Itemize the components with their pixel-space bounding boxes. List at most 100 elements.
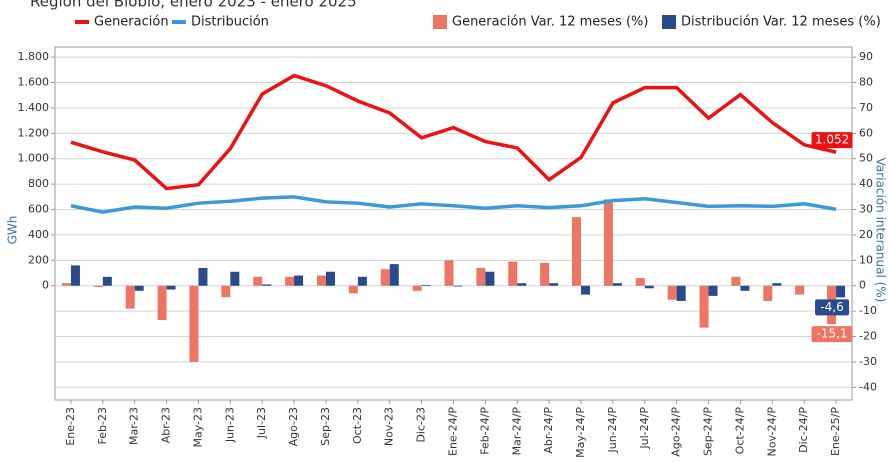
bar (836, 285, 846, 298)
bar (380, 269, 390, 286)
bar (198, 267, 208, 286)
y-tick-label: 200 (28, 253, 49, 266)
line (70, 73, 837, 191)
legend-label: Distribución Var. 12 meses (%) (681, 15, 881, 30)
x-tick-label: Jun-24/P (606, 407, 619, 454)
bar (93, 285, 103, 287)
x-tick-label: Sep-23 (319, 407, 332, 446)
bar (285, 276, 295, 286)
x-tick-label: Dic-23 (415, 407, 428, 443)
y-tick-label: 1.600 (18, 76, 50, 89)
y-tick-label: 1.000 (18, 152, 50, 165)
x-tick-label: Ene-25/P (829, 407, 842, 456)
value-label: 1.052 (815, 133, 849, 147)
bar (740, 285, 750, 291)
x-tick-label: Jun-23 (223, 407, 236, 443)
x-tick-label: Sep-24/P (702, 407, 715, 456)
y-tick-label: 800 (28, 177, 49, 190)
x-tick-label: Dic-24/P (797, 407, 810, 453)
bar (70, 265, 80, 286)
bar (612, 283, 622, 286)
y-axis-label: GWh (6, 216, 20, 245)
legend-swatch (662, 15, 676, 29)
x-tick-label: Ene-23 (64, 407, 77, 446)
bar (485, 271, 495, 286)
bar (389, 264, 399, 286)
bar (262, 284, 272, 286)
bar (61, 283, 71, 286)
y2-tick-label: -20 (859, 330, 877, 343)
line (70, 195, 837, 214)
bar (253, 276, 263, 286)
bar (517, 283, 527, 286)
bar (549, 283, 559, 286)
y2-tick-label: -10 (859, 304, 877, 317)
bar (134, 285, 144, 291)
y-tick-label: 1.400 (18, 101, 50, 114)
legend-label: Distribución (191, 15, 269, 30)
bar (572, 217, 582, 286)
bar (676, 285, 686, 301)
bar (316, 275, 326, 286)
legend-label: Generación Var. 12 meses (%) (452, 15, 648, 30)
x-tick-label: Abr-24/P (542, 407, 555, 454)
value-label-box (815, 299, 850, 316)
y2-tick-label: 20 (859, 228, 873, 241)
x-tick-label: May-24/P (574, 407, 587, 458)
legend-swatch (433, 15, 447, 29)
x-tick-label: Nov-24/P (765, 407, 778, 457)
y2-axis-label: Variación interanual (%) (874, 158, 888, 303)
y2-tick-label: -30 (859, 355, 877, 368)
x-tick-label: Ene-24/P (447, 407, 460, 456)
bar (772, 283, 782, 286)
bar (476, 267, 486, 286)
bar (603, 199, 613, 286)
value-label-box (811, 326, 853, 343)
y2-tick-label: 30 (859, 203, 873, 216)
x-tick-label: Feb-24/P (478, 407, 491, 455)
x-tick-label: Mar-23 (128, 407, 141, 445)
bar (795, 285, 805, 295)
x-tick-label: May-23 (191, 407, 204, 448)
bar (189, 285, 199, 362)
y2-tick-label: 0 (859, 279, 866, 292)
y2-tick-label: 90 (859, 50, 873, 63)
y2-tick-label: -40 (859, 380, 877, 393)
y2-tick-label: 40 (859, 177, 873, 190)
bar (348, 285, 358, 294)
bar (221, 285, 231, 298)
y-tick-label: 400 (28, 228, 49, 241)
x-tick-label: Ago-23 (287, 407, 300, 446)
bar (294, 275, 304, 286)
y2-tick-label: 10 (859, 253, 873, 266)
bar (540, 262, 550, 286)
bar (731, 276, 741, 286)
bar (230, 271, 240, 286)
bar (508, 261, 518, 286)
bar (102, 276, 112, 286)
bar (166, 285, 176, 290)
bar (444, 260, 454, 286)
x-tick-label: Jul-24/P (638, 407, 651, 450)
value-label: -15,1 (817, 327, 848, 341)
x-tick-label: Nov-23 (383, 407, 396, 446)
bar (157, 285, 167, 321)
bar (125, 285, 135, 309)
y2-tick-label: 80 (859, 76, 873, 89)
x-tick-label: Feb-23 (96, 407, 109, 444)
bar (453, 285, 463, 287)
bar (644, 285, 654, 289)
value-label-box (811, 132, 853, 149)
y-tick-label: 600 (28, 203, 49, 216)
bar (357, 276, 367, 286)
chart-title: Región del Biobío, enero 2023 - enero 20… (30, 0, 357, 11)
bar (667, 285, 677, 300)
y-tick-label: 0 (42, 279, 49, 292)
x-tick-label: Abr-23 (160, 407, 173, 443)
bar (325, 271, 335, 286)
y-tick-label: 1.200 (18, 126, 50, 139)
x-tick-label: Mar-24/P (510, 407, 523, 456)
bar (763, 285, 773, 301)
bar (635, 278, 645, 286)
